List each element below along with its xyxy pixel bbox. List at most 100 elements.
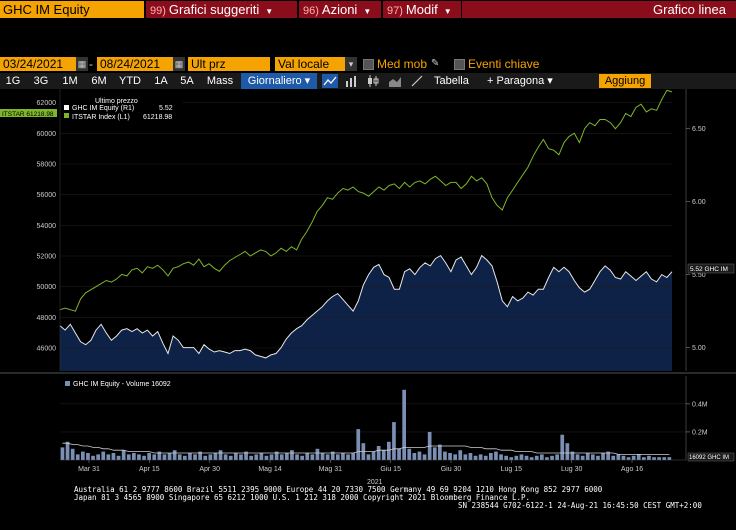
volume-bar [310,454,315,460]
volume-bar [320,453,325,460]
compare-button[interactable]: + Paragona ▾ [487,75,553,87]
volume-bar [565,443,570,460]
price-chart[interactable]: 62000 60000 58000 56000 54000 52000 50000 48000… [0,89,736,372]
volume-bar [534,455,539,460]
volume-badge-text: 16092 GHC IM [689,455,729,461]
moving-average-checkbox[interactable] [363,59,374,70]
left-tick-label: 52000 [37,254,57,261]
volume-bar [274,451,279,460]
volume-bar [376,446,381,460]
volume-bar [606,451,610,460]
left-tick-label: 58000 [37,162,57,169]
volume-bar [407,448,412,460]
volume-bar [223,454,228,460]
volume-bar [325,454,330,460]
x-tick-label: Lug 15 [501,466,523,473]
dropdown-arrow-icon[interactable]: ▾ [345,57,357,71]
volume-bar [285,453,289,460]
volume-bar [422,454,427,460]
volume-bar [264,455,269,460]
area-chart-icon[interactable] [388,74,402,88]
volume-grid [60,403,686,433]
volume-bar [121,450,126,460]
candle-glyph [368,75,379,87]
volume-bar [239,454,243,460]
volume-bar [616,454,621,460]
range-3d[interactable]: 3G [33,75,49,87]
calendar-icon[interactable]: ▦ [173,57,185,71]
itstar-line [59,89,673,312]
volume-bar [341,453,345,460]
moving-average-label: Med mob [377,57,428,71]
volume-bar [473,455,478,460]
period-label: Giornaliero [247,75,302,87]
draw-tool-icon[interactable] [410,74,424,88]
volume-bar [106,454,111,460]
line-chart-icon[interactable] [322,74,338,88]
table-button[interactable]: Tabella [434,75,469,87]
volume-bar [545,457,549,460]
range-1y[interactable]: 1A [154,75,168,87]
menu-number: 96) [303,5,319,17]
start-date-input[interactable]: 03/24/2021 [0,57,76,71]
volume-bar [346,454,350,460]
volume-bar [662,457,667,460]
menu-actions[interactable]: 96) Azioni ▼ [299,1,381,18]
volume-bar [458,450,463,460]
volume-bar [295,454,299,460]
volume-bar [315,448,320,460]
right-tick-label: 5.50 [692,272,706,279]
date-separator: - [89,57,93,71]
volume-bar [132,453,136,460]
bar-chart-icon[interactable] [344,74,358,88]
period-select[interactable]: Giornaliero ▾ [241,73,317,89]
volume-bar [575,454,580,460]
volume-bar [254,454,259,460]
footer-line-2: Japan 81 3 4565 8900 Singapore 65 6212 1… [74,493,531,502]
price-field-select[interactable]: Ult prz [188,57,270,71]
range-5y[interactable]: 5A [180,75,194,87]
volume-bar [213,453,218,460]
x-tick-label: Ago 16 [621,466,643,473]
menu-number: 99) [150,5,166,17]
menu-edit[interactable]: 97) Modif ▼ [383,1,461,18]
ticker-field[interactable]: GHC IM Equity [0,1,144,18]
volume-tick-label: 0.4M [692,401,708,408]
x-tick-label: Giu 30 [441,466,462,473]
range-6m[interactable]: 6M [91,75,107,87]
range-1m[interactable]: 1M [62,75,78,87]
area-layer [60,255,672,371]
volume-bar [463,454,468,460]
key-events-checkbox[interactable] [454,59,465,70]
ghc-area [60,255,672,371]
volume-bar [499,454,503,460]
volume-bar [81,451,85,460]
x-tick-label: Mar 31 [78,466,100,473]
legend-swatch-ghc [64,105,69,110]
volume-bar [524,455,529,460]
range-1d[interactable]: 1G [5,75,21,87]
year-label: 2021 [367,479,383,486]
volume-bar [65,441,70,461]
candle-icon[interactable] [366,74,380,88]
line-chart-glyph [323,76,337,86]
volume-bar [305,453,310,460]
range-max[interactable]: Mass [206,75,234,87]
volume-bar [652,457,656,460]
currency-select[interactable]: Val locale [275,57,345,71]
window-title: Grafico linea [462,1,736,18]
left-axis: 62000 60000 58000 56000 54000 52000 50000 48000… [37,89,61,371]
volume-bar [269,454,274,460]
volume-bar [596,455,600,460]
volume-bar [514,455,519,460]
bar-chart-glyph [346,76,356,87]
menu-label: Modif [405,2,438,17]
add-button[interactable]: Aggiung [599,74,651,88]
menu-suggested-charts[interactable]: 99) Grafici suggeriti ▼ [146,1,297,18]
range-ytd[interactable]: YTD [119,75,141,87]
pencil-icon[interactable]: ✎ [431,58,440,69]
volume-chart[interactable]: 0.4M 0.2M Mar 31 Apr 15 Apr 30 Mag 14 Mag 31 G… [0,372,736,486]
end-date-input[interactable]: 08/24/2021 [97,57,173,71]
calendar-icon[interactable]: ▦ [76,57,88,71]
draw-tool-glyph [411,75,423,87]
